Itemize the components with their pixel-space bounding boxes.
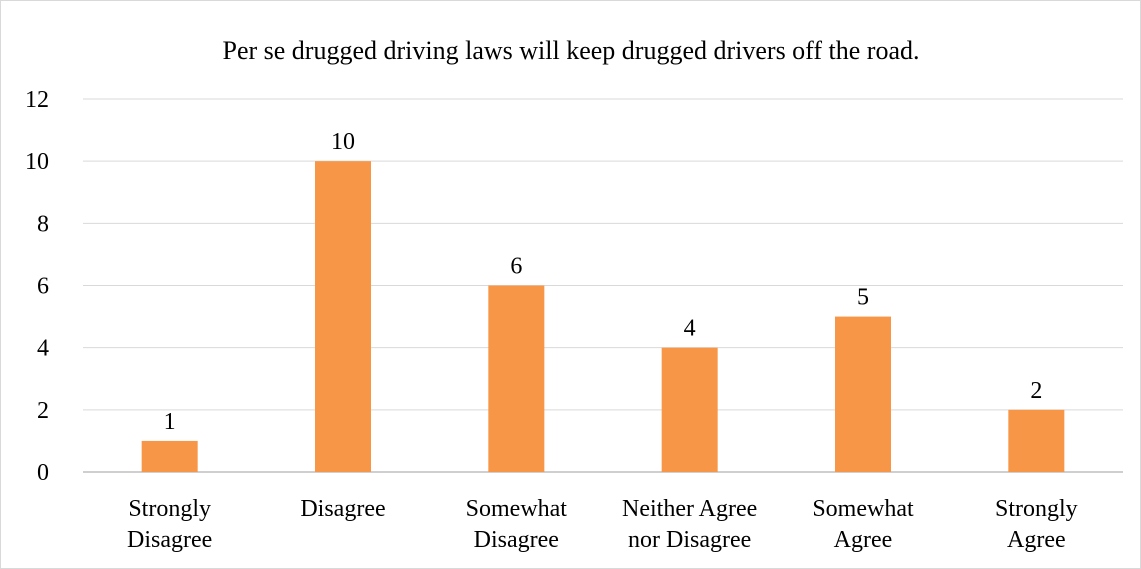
bar xyxy=(315,161,371,472)
x-axis-categories: Strongly Disagree Disagree Somewhat Disagree… xyxy=(127,496,1078,553)
data-label: 10 xyxy=(331,129,355,155)
x-category-label: Somewhat Disagree xyxy=(466,496,568,553)
bar xyxy=(661,347,718,472)
y-tick-label: 4 xyxy=(37,336,49,362)
y-axis-ticks: 0 2 4 6 8 10 12 xyxy=(25,87,49,486)
data-label: 1 xyxy=(164,409,176,435)
y-tick-label: 8 xyxy=(37,211,49,237)
x-category-label: Disagree xyxy=(300,496,385,522)
data-label: 5 xyxy=(857,285,869,311)
data-labels: 1 10 6 4 5 2 xyxy=(164,129,1043,435)
bars xyxy=(141,161,1065,472)
x-category-label: Somewhat Agree xyxy=(812,496,914,553)
chart-title: Per se drugged driving laws will keep dr… xyxy=(222,36,919,65)
x-category-label: Strongly Disagree xyxy=(127,496,212,553)
bar xyxy=(1008,409,1065,472)
data-label: 4 xyxy=(684,316,696,342)
x-category-label: Strongly Agree xyxy=(995,496,1078,553)
gridlines xyxy=(83,98,1123,473)
data-label: 6 xyxy=(510,254,522,280)
y-tick-label: 2 xyxy=(37,398,49,424)
data-label: 2 xyxy=(1030,378,1042,404)
y-tick-label: 10 xyxy=(25,149,49,175)
bar xyxy=(141,440,198,472)
y-tick-label: 6 xyxy=(37,274,49,300)
y-tick-label: 0 xyxy=(37,460,49,486)
bar xyxy=(835,316,891,472)
bar xyxy=(488,285,545,472)
x-category-label: Neither Agree nor Disagree xyxy=(622,496,757,553)
y-tick-label: 12 xyxy=(25,87,49,113)
